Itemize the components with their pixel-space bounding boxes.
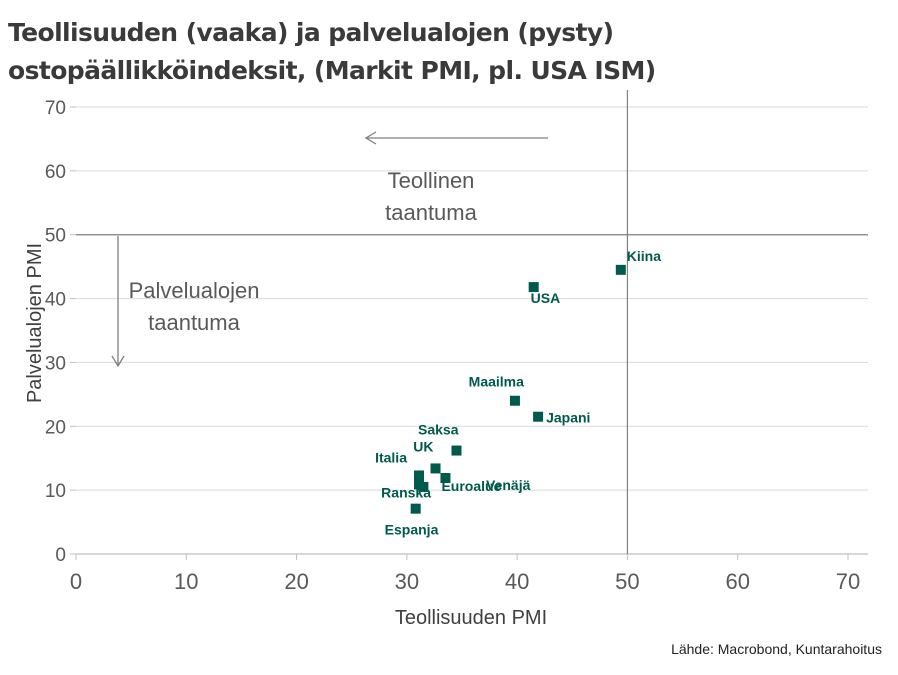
x-axis-title: Teollisuuden PMI: [395, 607, 547, 629]
chart-title: Teollisuuden (vaaka) ja palvelualojen (p…: [8, 14, 888, 90]
point-label-ven-j-: Venäjä: [486, 477, 531, 493]
point-marker-uk: [430, 463, 441, 474]
annotation-services-recession-line2: taantuma: [148, 310, 240, 335]
source-note: Lähde: Macrobond, Kuntarahoitus: [671, 641, 882, 657]
x-tick-label: 30: [395, 569, 419, 594]
x-tick-label: 50: [615, 569, 639, 594]
x-tick-label: 60: [725, 569, 749, 594]
x-tick-label: 0: [70, 569, 82, 594]
annotation-industrial-recession-line2: taantuma: [385, 200, 477, 225]
point-label-kiina: Kiina: [627, 248, 661, 264]
point-label-maailma: Maailma: [469, 374, 524, 390]
point-label-usa: USA: [531, 290, 561, 306]
point-marker-ranska: [413, 479, 424, 490]
arrow-down-icon: [111, 355, 125, 368]
point-marker-euroalue: [440, 473, 451, 484]
point-label-saksa: Saksa: [418, 422, 459, 438]
point-marker-maailma: [509, 395, 520, 406]
annotation-services-recession-line1: Palvelualojen: [129, 278, 260, 303]
y-tick-label: 20: [45, 417, 66, 438]
point-marker-japani: [533, 411, 544, 422]
y-axis-title: Palvelualojen PMI: [24, 243, 46, 403]
point-label-uk: UK: [413, 438, 433, 454]
arrow-left-icon: [364, 131, 377, 145]
y-tick-label: 60: [45, 162, 66, 183]
point-marker-usa: [528, 282, 539, 293]
point-marker-italia: [413, 470, 424, 481]
chart-title-line-1: Teollisuuden (vaaka) ja palvelualojen (p…: [8, 18, 614, 47]
y-tick-label: 50: [45, 226, 66, 247]
point-label-japani: Japani: [546, 410, 590, 426]
point-label-italia: Italia: [375, 449, 407, 465]
point-marker-espanja: [410, 503, 421, 514]
chart-title-line-2: ostopäällikköindeksit, (Markit PMI, pl. …: [8, 56, 656, 85]
point-label-ranska: Ranska: [381, 484, 431, 500]
x-tick-label: 70: [836, 569, 860, 594]
y-tick-label: 70: [45, 98, 66, 119]
x-tick-label: 10: [174, 569, 198, 594]
y-tick-label: 30: [45, 353, 66, 374]
y-tick-label: 0: [55, 545, 66, 566]
point-marker-saksa: [451, 445, 462, 456]
x-tick-label: 40: [505, 569, 529, 594]
y-tick-label: 10: [45, 481, 66, 502]
annotation-industrial-recession-line1: Teollinen: [388, 168, 475, 193]
y-tick-label: 40: [45, 290, 66, 311]
point-label-espanja: Espanja: [385, 522, 439, 538]
x-tick-label: 20: [284, 569, 308, 594]
point-marker-kiina: [615, 264, 626, 275]
point-label-euroalue: Euroalue: [441, 478, 501, 494]
